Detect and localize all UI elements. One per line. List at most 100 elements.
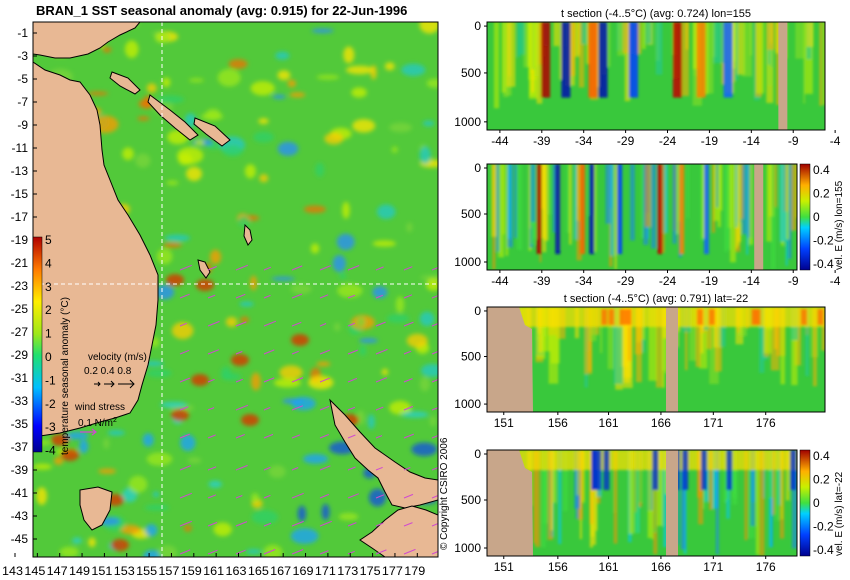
section-streak <box>803 22 806 104</box>
panel-x-tick-label: -44 <box>491 274 509 288</box>
anomaly-patch <box>287 79 297 88</box>
anomaly-patch <box>122 147 134 161</box>
section-feature <box>580 164 585 255</box>
panel-y-tick-label: 0 <box>474 447 481 461</box>
lat-tick-label: -23 <box>11 279 29 293</box>
lat-tick-label: -31 <box>11 371 29 385</box>
wind-arrow <box>375 321 386 327</box>
wind-arrow <box>431 323 438 327</box>
anomaly-patch <box>103 438 110 449</box>
wind-arrow <box>347 493 359 499</box>
lon-tick-label: 165 <box>248 564 269 578</box>
anomaly-patch <box>303 453 329 464</box>
anomaly-patch <box>324 132 344 145</box>
map-colorbar-tick: -1 <box>45 373 56 387</box>
wind-arrow <box>347 522 357 527</box>
anomaly-patch <box>389 122 412 133</box>
wind-arrow <box>207 407 215 411</box>
panel-colorbar-tick: 0.4 <box>813 163 830 177</box>
wind-arrow <box>263 407 271 411</box>
section-feature <box>723 22 733 98</box>
lon-tick-label: 143 <box>2 564 23 578</box>
anomaly-patch <box>321 503 330 521</box>
map-colorbar-tick: 2 <box>45 303 52 317</box>
anomaly-patch <box>146 369 172 378</box>
anomaly-patch <box>381 368 389 376</box>
map-colorbar-tick: -2 <box>45 397 56 411</box>
section-feature <box>617 164 623 255</box>
section-streak <box>630 164 635 241</box>
anomaly-patch <box>343 46 355 64</box>
anomaly-patch <box>426 78 438 88</box>
land-bismarck <box>109 71 141 95</box>
panel-title: t section (-4..5°C) (avg: 0.791) lat=-22 <box>564 293 748 305</box>
section-streak <box>493 22 500 109</box>
wind-arrow <box>319 493 330 499</box>
wind-arrow <box>179 520 192 527</box>
panel-x-tick-label: 156 <box>548 416 568 430</box>
section-feature <box>751 309 758 325</box>
panel-y-tick-label: 500 <box>461 493 481 507</box>
panel-x-tick-label: 176 <box>756 416 776 430</box>
wind-arrow <box>347 406 356 411</box>
wind-arrow <box>319 377 330 383</box>
anomaly-patch <box>228 59 248 69</box>
lat-tick-label: -19 <box>11 233 29 247</box>
panel-x-tick-label: 156 <box>548 560 568 574</box>
panel-colorbar-tick: -0.4 <box>813 257 834 271</box>
wind-arrow <box>207 434 216 439</box>
section-streak <box>613 307 623 384</box>
section-streak <box>716 164 719 208</box>
wind-arrow <box>375 494 385 499</box>
anomaly-patch <box>268 465 286 478</box>
wind-arrow <box>431 379 438 383</box>
lat-tick-label: -11 <box>12 141 29 155</box>
section-feature <box>561 22 571 98</box>
panel-x-tick-label: -4 <box>830 274 841 288</box>
anomaly-patch <box>359 338 378 344</box>
anomaly-patch <box>180 434 196 451</box>
section-feature <box>591 450 598 490</box>
panel-x-tick-label: 161 <box>599 416 619 430</box>
anomaly-patch <box>351 87 367 98</box>
anomaly-patch <box>65 431 89 440</box>
section-streak <box>772 450 775 515</box>
lat-tick-label: -21 <box>11 256 29 270</box>
section-feature <box>598 22 608 98</box>
wind-arrow <box>403 350 412 355</box>
wind-arrow <box>207 320 220 327</box>
panel-frame <box>486 163 798 271</box>
wind-arrow <box>291 467 299 471</box>
section-streak <box>680 22 689 96</box>
section-streak <box>570 22 576 77</box>
wind-arrow <box>403 467 411 471</box>
wind-arrow <box>263 433 274 439</box>
panel-x-tick-label: 151 <box>494 560 514 574</box>
lat-tick-label: -27 <box>11 325 29 339</box>
wind-arrow <box>319 405 330 411</box>
section-panel-4: 0 500 1000 151 156 161 166 171 176 0.4 0.2 0 -0.2 -0.… <box>454 447 845 574</box>
lat-tick-label: -9 <box>17 118 28 132</box>
anomaly-patch <box>206 143 221 150</box>
wind-arrow <box>263 294 271 299</box>
section-streak <box>692 22 700 69</box>
panel-x-tick-label: 171 <box>703 560 723 574</box>
section-streak <box>717 164 721 228</box>
section-streak <box>578 22 585 88</box>
anomaly-patch <box>183 524 192 532</box>
map-colorbar-tick: -4 <box>45 444 56 458</box>
section-streak <box>735 22 746 75</box>
section-feature <box>817 309 824 325</box>
section-streak <box>791 307 798 386</box>
section-feature <box>536 164 542 255</box>
wind-arrow <box>263 522 272 527</box>
anomaly-patch <box>342 201 350 219</box>
section-streak <box>591 450 597 545</box>
section-streak <box>780 450 783 520</box>
panel-x-tick-label: -14 <box>743 274 761 288</box>
panel-x-tick-label: -29 <box>617 134 635 148</box>
anomaly-patch <box>208 480 222 488</box>
section-streak <box>496 164 500 252</box>
anomaly-patch <box>389 400 412 415</box>
panel-colorbar <box>799 163 811 271</box>
